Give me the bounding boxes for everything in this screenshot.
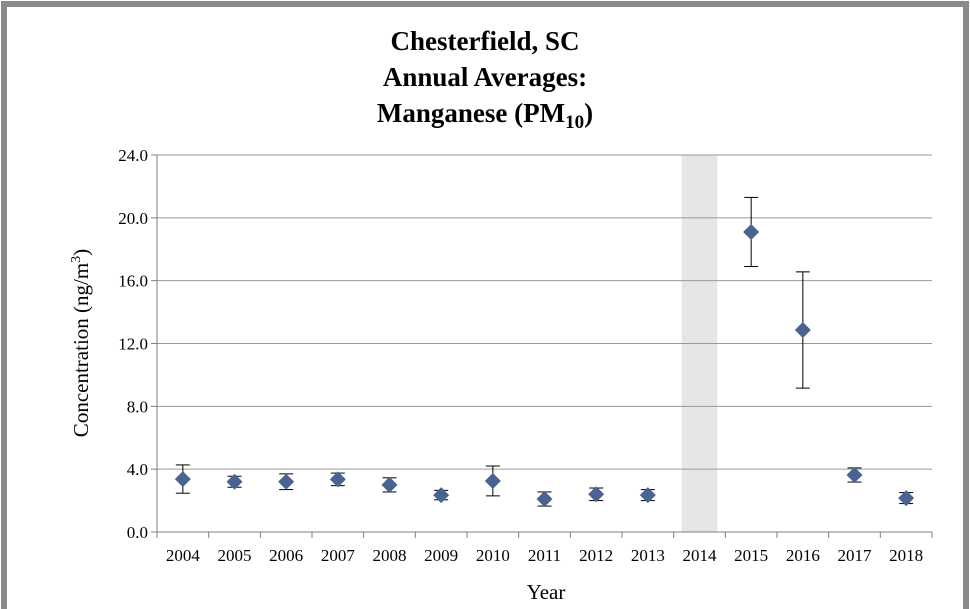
y-label-text: Concentration (ng/m bbox=[69, 263, 93, 437]
y-tick-label: 12.0 bbox=[118, 335, 148, 354]
y-tick-label: 16.0 bbox=[118, 272, 148, 291]
data-point bbox=[433, 487, 450, 504]
chart-title: Chesterfield, SC bbox=[391, 26, 580, 56]
x-tick-label: 2016 bbox=[786, 546, 820, 565]
data-point bbox=[846, 466, 863, 483]
x-tick-label: 2006 bbox=[269, 546, 303, 565]
data-point bbox=[381, 476, 398, 493]
y-tick-label: 0.0 bbox=[127, 523, 148, 542]
y-label-superscript: 3 bbox=[69, 256, 84, 263]
data-point bbox=[174, 471, 191, 488]
data-point bbox=[536, 491, 553, 508]
title-suffix: ) bbox=[584, 98, 593, 128]
x-tick-label: 2005 bbox=[218, 546, 252, 565]
data-point bbox=[329, 471, 346, 488]
x-tick-label: 2014 bbox=[683, 546, 718, 565]
title-subscript: 10 bbox=[565, 112, 584, 133]
y-tick-label: 4.0 bbox=[127, 460, 148, 479]
x-tick-label: 2008 bbox=[373, 546, 407, 565]
chart-title: Annual Averages: bbox=[383, 62, 587, 92]
x-tick-label: 2011 bbox=[528, 546, 561, 565]
x-tick-label: 2017 bbox=[838, 546, 873, 565]
plot-area: 0.0 4.0 8.0 12.0 16.0 20.0 24.0 2004 2005 2006 200… bbox=[118, 146, 933, 565]
y-label-suffix: ) bbox=[69, 249, 93, 256]
y-tick-label: 24.0 bbox=[118, 146, 148, 165]
data-point bbox=[226, 473, 243, 490]
data-point bbox=[898, 490, 915, 507]
title-text: Manganese (PM bbox=[377, 98, 565, 128]
x-tick-label: 2004 bbox=[166, 546, 201, 565]
x-tick-label: 2009 bbox=[424, 546, 458, 565]
y-tick-label: 20.0 bbox=[118, 209, 148, 228]
x-tick-label: 2015 bbox=[734, 546, 768, 565]
data-point bbox=[639, 487, 656, 504]
x-axis-label: Year bbox=[527, 580, 566, 604]
x-tick-label: 2007 bbox=[321, 546, 356, 565]
x-tick-label: 2013 bbox=[631, 546, 665, 565]
data-point bbox=[794, 321, 811, 338]
data-point bbox=[588, 486, 605, 503]
data-point bbox=[484, 472, 501, 489]
x-tick-label: 2010 bbox=[476, 546, 510, 565]
data-point bbox=[743, 223, 760, 240]
chart-title: Manganese (PM10) bbox=[377, 98, 593, 133]
x-tick-label: 2012 bbox=[579, 546, 613, 565]
y-axis-label: Concentration (ng/m3) bbox=[69, 249, 93, 437]
y-tick-label: 8.0 bbox=[127, 397, 148, 416]
data-point bbox=[278, 473, 295, 490]
x-tick-label: 2018 bbox=[889, 546, 923, 565]
